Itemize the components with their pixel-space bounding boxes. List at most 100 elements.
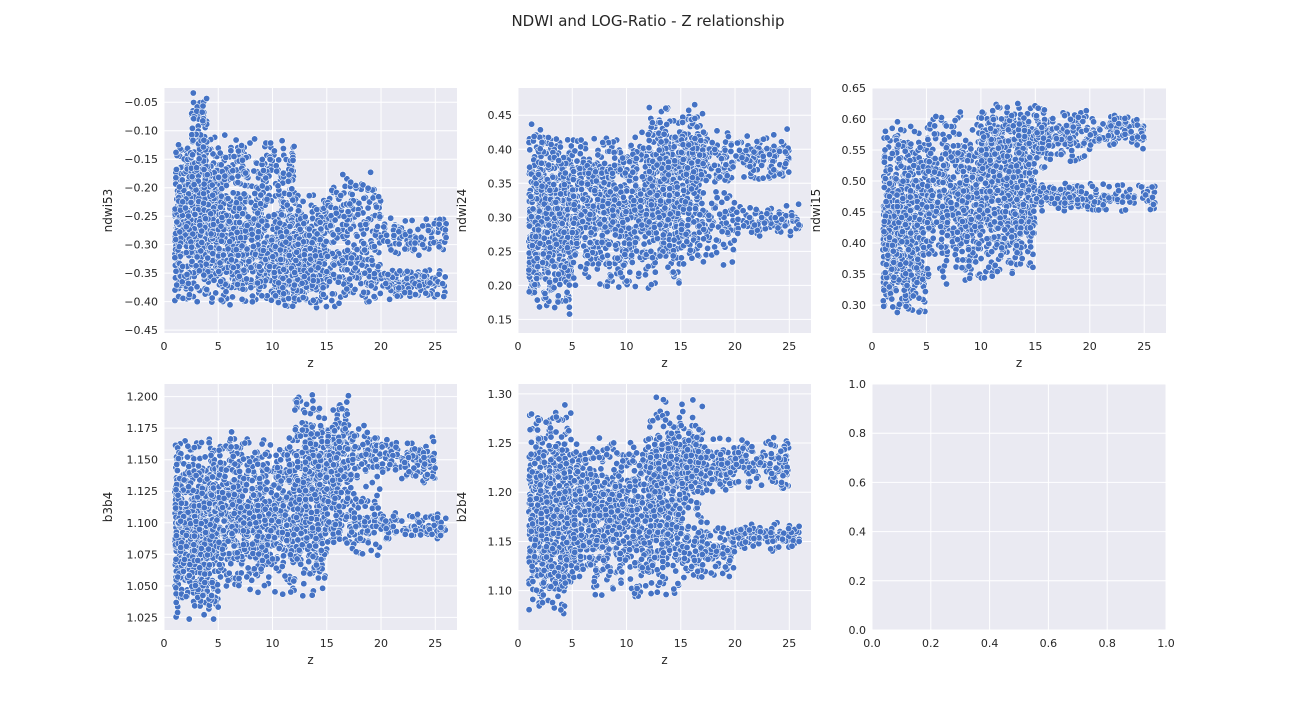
panel-2-point-685 [541,290,549,297]
panel-2-point-1633 [611,196,619,204]
panel-2-point-1666 [659,231,667,239]
panel-1-point-2397 [346,200,354,208]
panel-2-point-1634 [655,213,663,221]
panel-2-point-1579 [616,269,624,277]
panel-2-point-1572 [661,204,669,212]
panel-1-point-2234 [280,266,288,274]
panel-2-point-672 [533,254,541,262]
panel-1-point-639 [182,249,190,257]
panel-1-ytick-label-1: −0.40 [124,296,158,309]
panel-1-xtick-label-0: 0 [161,340,168,353]
panel-2-point-1971 [671,157,679,165]
panel-2-point-1596 [585,169,593,177]
panel-2-point-1766 [647,201,655,209]
panel-1-point-1118 [226,301,234,309]
panel-2-point-2230 [702,176,710,184]
panel-1-point-678 [203,286,211,293]
panel-1-point-683 [172,148,180,156]
panel-2-point-1929 [657,197,665,205]
panel-2-point-1577 [598,231,606,239]
panel-2-point-2130 [698,199,706,207]
panel-1-point-1866 [221,172,229,180]
panel-1-point-2647 [435,243,443,251]
panel-2-point-1603 [569,176,577,183]
panel-2-point-1487 [600,209,608,217]
panel-2-point-399 [554,298,562,306]
panel-1-point-1874 [260,167,267,174]
panel-1-point-1667 [238,242,246,250]
panel-1-point-2335 [339,171,347,178]
panel-1-point-1931 [316,236,324,244]
panel-1-point-1859 [217,161,225,169]
panel-2-point-1620 [644,262,652,270]
panel-2-point-1688 [621,251,629,259]
panel-1-point-1827 [215,173,223,181]
panel-1-point-1750 [279,145,287,152]
panel-1-point-2209 [275,279,283,287]
panel-2-point-1489 [577,136,585,144]
panel-2-point-625 [558,220,566,228]
panel-2-point-2256 [700,128,707,136]
panel-1-point-697 [191,210,199,218]
panel-2-point-2144 [691,205,699,213]
panel-1-point-2255 [298,279,306,287]
panel-2-point-1999 [662,104,670,112]
panel-2-point-666 [547,140,555,148]
panel-1-point-949 [281,301,289,309]
panel-2-point-1661 [606,188,614,196]
panel-2-point-935 [626,268,634,276]
panel-2-point-1996 [691,101,699,109]
panel-2-point-1626 [601,159,609,167]
panel-1-point-2214 [370,243,378,250]
panel-2-point-1565 [605,260,613,267]
panel-1-point-1665 [294,207,302,215]
panel-1-point-2545 [382,280,390,288]
panel-2-point-681 [525,266,533,274]
panel-2-point-1698 [666,242,674,250]
panel-1-point-1438 [248,298,256,306]
panel-1-point-1875 [258,155,266,163]
panel-1-point-1806 [267,139,275,147]
panel-1-point-2542 [435,270,443,278]
panel-2-point-1550 [571,251,579,259]
panel-1-point-1848 [257,191,265,199]
panel-2-point-499 [531,281,539,289]
panel-1-xtick-label-1: 5 [215,340,222,353]
panel-1-point-1625 [236,218,243,226]
panel-1-point-2086 [280,290,288,298]
panel-1-point-2359 [347,178,355,186]
panel-1-point-2511 [422,289,430,297]
panel-2-point-1677 [599,202,606,210]
panel-1-point-708 [188,173,196,181]
panel-1-point-1558 [219,251,227,259]
panel-2-point-1429 [607,272,615,280]
panel-1-point-1839 [238,142,246,150]
panel-1-point-717 [190,181,198,189]
panel-1-point-1414 [234,280,241,288]
panel-1-point-2201 [306,245,314,252]
panel-1-point-659 [196,221,204,229]
panel-1-point-672 [182,204,189,212]
panel-1-y-axis-label: ndwi53 [101,189,115,233]
panel-2-point-1829 [671,133,679,141]
panel-1-point-2166 [361,269,369,277]
panel-2-point-1980 [665,191,673,199]
panel-1-point-2293 [364,204,372,212]
panel-1-point-1872 [285,171,293,179]
panel-1-point-696 [188,243,196,251]
panel-1-point-1744 [227,147,235,155]
panel-2-point-2147 [718,198,726,206]
panel-2-point-1975 [660,175,668,183]
panel-1-point-1628 [259,246,267,254]
panel-1-point-411 [179,294,187,302]
panel-2-point-2285 [711,145,719,153]
panel-1-point-1553 [249,242,257,250]
panel-1-point-2627 [387,214,395,222]
panel-1-point-1648 [255,263,263,270]
panel-2-point-2145 [708,199,716,207]
panel-2-point-1498 [609,206,617,214]
panel-2-point-1656 [609,169,616,177]
panel-1-point-2269 [343,285,351,293]
panel-1-point-2622 [380,223,388,231]
panel-2-point-624 [536,145,544,153]
